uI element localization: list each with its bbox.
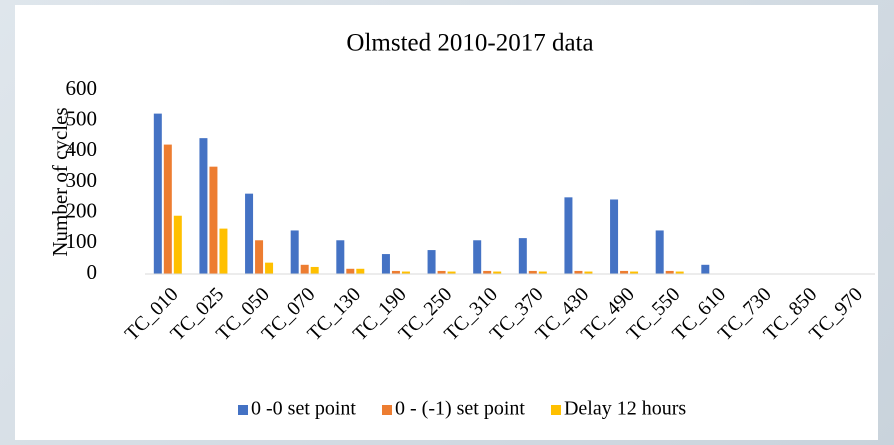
bar bbox=[483, 270, 492, 274]
bar bbox=[493, 271, 502, 274]
bar bbox=[245, 193, 254, 274]
y-tick-label: 200 bbox=[66, 198, 98, 222]
bar bbox=[300, 264, 309, 274]
bar bbox=[255, 240, 264, 274]
bar bbox=[518, 238, 527, 274]
legend-swatch bbox=[382, 405, 392, 415]
bar bbox=[610, 199, 619, 274]
bar bbox=[336, 240, 345, 274]
chart-area bbox=[15, 5, 878, 440]
legend-label: 0 - (-1) set point bbox=[395, 398, 525, 420]
bar bbox=[564, 197, 573, 274]
bar bbox=[401, 271, 410, 274]
y-tick-label: 400 bbox=[66, 137, 98, 161]
bar bbox=[265, 262, 274, 274]
legend-swatch bbox=[550, 405, 561, 415]
bar bbox=[437, 270, 446, 274]
bar bbox=[391, 270, 400, 274]
bar bbox=[346, 268, 355, 274]
bar bbox=[473, 240, 482, 274]
bar bbox=[199, 138, 208, 274]
bar bbox=[620, 270, 629, 274]
legend-label: 0 -0 set point bbox=[251, 398, 356, 420]
bar bbox=[574, 270, 583, 274]
legend-label: Delay 12 hours bbox=[564, 398, 686, 420]
bar bbox=[153, 113, 162, 274]
bar bbox=[310, 266, 319, 274]
y-tick-label: 300 bbox=[66, 168, 98, 192]
bar bbox=[528, 270, 537, 274]
bar bbox=[447, 271, 456, 274]
bar bbox=[173, 215, 182, 274]
bar bbox=[163, 144, 172, 274]
y-tick-label: 100 bbox=[66, 229, 98, 253]
bar bbox=[290, 230, 299, 274]
bar bbox=[209, 166, 218, 274]
bar bbox=[427, 250, 436, 274]
y-tick-label: 500 bbox=[66, 106, 98, 130]
bar bbox=[675, 271, 684, 274]
bar bbox=[701, 264, 710, 274]
y-axis-label: Number of cycles bbox=[48, 107, 72, 256]
bar bbox=[630, 271, 639, 274]
bar bbox=[356, 268, 365, 274]
bar bbox=[219, 228, 228, 274]
legend-swatch bbox=[238, 405, 248, 415]
bar bbox=[665, 270, 674, 274]
chart-title: Olmsted 2010-2017 data bbox=[346, 30, 593, 57]
bar bbox=[584, 271, 593, 274]
bar bbox=[538, 271, 547, 274]
y-tick-label: 600 bbox=[66, 76, 98, 100]
bar bbox=[655, 230, 664, 274]
y-tick-label: 0 bbox=[87, 260, 98, 284]
bar bbox=[381, 254, 390, 274]
